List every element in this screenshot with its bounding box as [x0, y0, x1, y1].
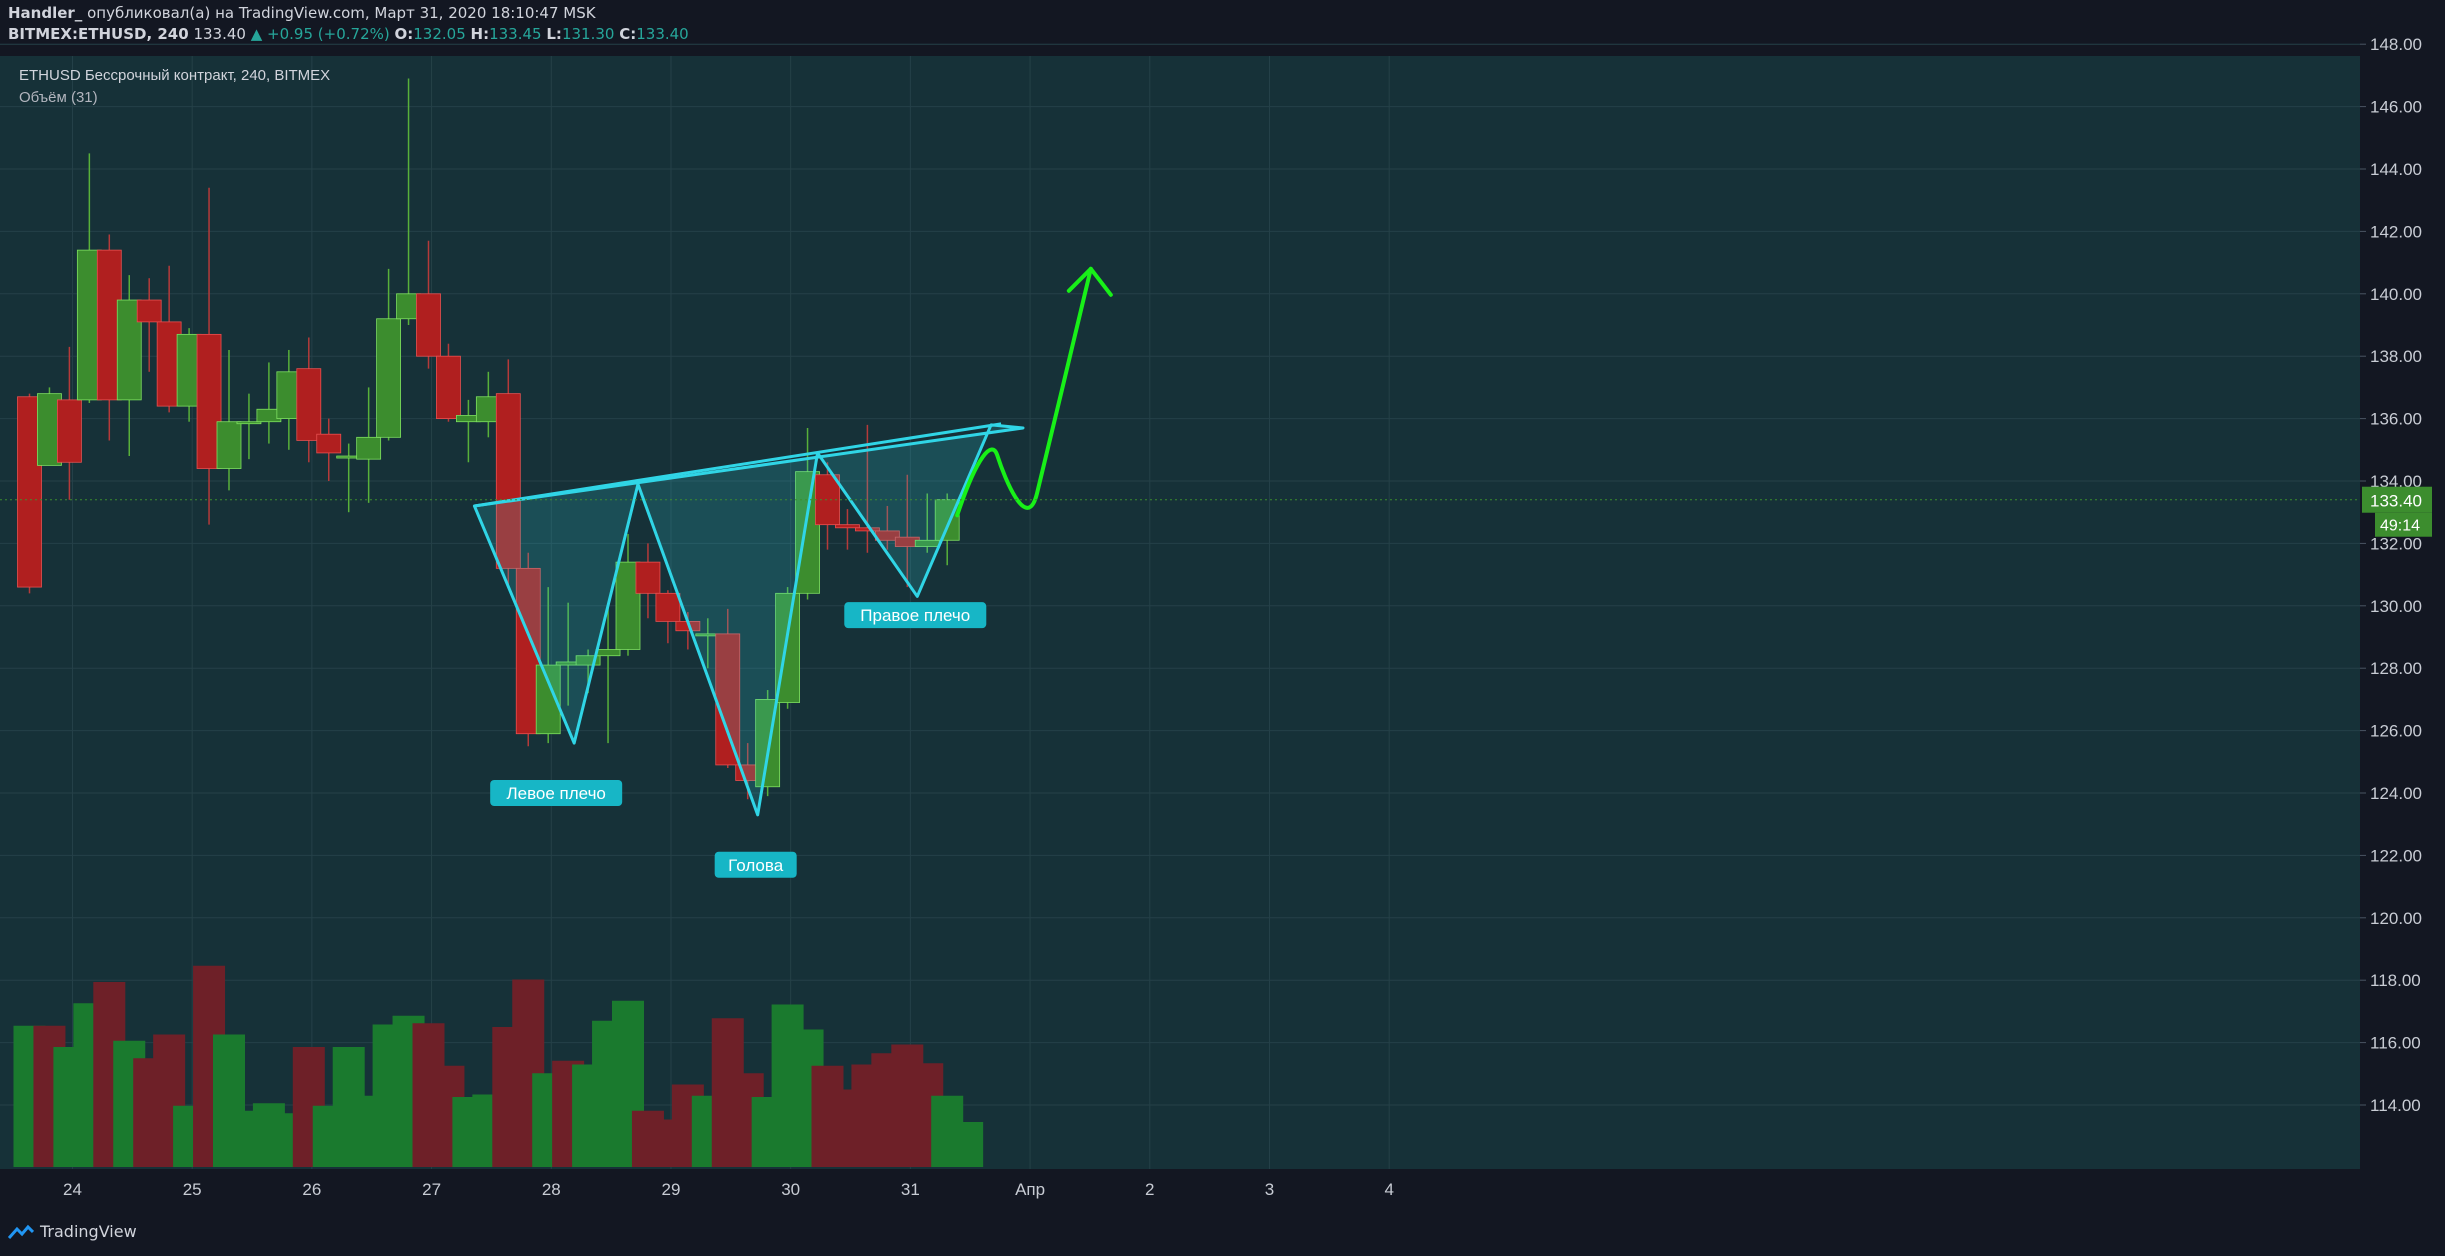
x-tick-label: 29: [662, 1180, 681, 1199]
candle-body: [495, 393, 521, 569]
x-tick-label: Апр: [1015, 1180, 1045, 1199]
volume-legend: Объём (31): [19, 89, 98, 106]
y-tick-label: 116.00: [2370, 1034, 2421, 1053]
open-label: O:: [394, 25, 414, 43]
y-tick-label: 140.00: [2370, 285, 2422, 304]
pattern-label-bg: [714, 851, 797, 878]
y-tick-label: 130.00: [2370, 597, 2422, 616]
x-tick-label: 30: [781, 1180, 800, 1199]
y-tick-label: 136.00: [2370, 410, 2422, 429]
forecast-arrowhead: [1066, 266, 1113, 297]
high-label: H:: [470, 25, 490, 43]
close-value: 133.40: [636, 25, 689, 43]
candle-body: [316, 433, 342, 454]
y-tick-label: 124.00: [2370, 784, 2422, 803]
candle-body: [635, 561, 661, 594]
open-value: 132.05: [413, 25, 466, 43]
head-and-shoulders-pattern: [472, 266, 1113, 817]
candle-body: [136, 299, 162, 323]
candles: [17, 78, 960, 800]
y-tick-label: 144.00: [2370, 160, 2422, 179]
pattern-label: Правое плечо: [860, 606, 970, 625]
y-axis: 114.00 116.00 118.00 120.00 122.00 124.00 126.…: [2360, 35, 2422, 1115]
neckline: [474, 422, 1002, 508]
candle-body: [236, 421, 262, 425]
x-tick-label: 24: [63, 1180, 82, 1199]
x-tick-label: 4: [1384, 1180, 1393, 1199]
footer-bar: [0, 1214, 2445, 1256]
low-value: 131.30: [561, 25, 615, 43]
countdown-bg: [2375, 512, 2432, 537]
publisher-name[interactable]: Handler_: [8, 4, 83, 22]
tradingview-logo-text: TradingView: [40, 1222, 137, 1241]
current-price-tag: 133.40 49:14: [2362, 486, 2432, 537]
x-tick-label: 25: [183, 1180, 202, 1199]
x-tick-label: 31: [901, 1180, 920, 1199]
published-text: опубликовал(а) на TradingView.com, Март …: [87, 4, 596, 22]
candle-body: [436, 355, 461, 420]
x-tick-label: 26: [302, 1180, 321, 1199]
y-tick-label: 126.00: [2370, 722, 2422, 741]
price-change: ▲ +0.95 (+0.72%): [250, 25, 390, 43]
y-tick-label: 120.00: [2370, 909, 2422, 928]
symbol-name: BITMEX:ETHUSD, 240: [8, 25, 189, 43]
volume-bar: [951, 1122, 984, 1167]
close-label: C:: [619, 25, 637, 43]
y-tick-label: 128.00: [2370, 659, 2422, 678]
candle-body: [296, 368, 322, 441]
price-tag-label: 133.40: [2370, 492, 2422, 511]
time-scale[interactable]: [0, 1169, 2360, 1214]
y-tick-label: 134.00: [2370, 472, 2422, 491]
candle-body: [595, 649, 621, 657]
y-tick-label: 138.00: [2370, 347, 2422, 366]
y-tick-label: 146.00: [2370, 98, 2422, 117]
candle-body: [356, 436, 382, 460]
candle-body: [575, 655, 601, 666]
candle-body: [216, 421, 242, 469]
low-label: L:: [546, 25, 562, 43]
candle-body: [855, 527, 880, 532]
tradingview-logo[interactable]: TradingView: [8, 1222, 137, 1241]
chart-pane[interactable]: [0, 56, 2360, 1169]
x-tick-label: 2: [1145, 1180, 1154, 1199]
symbol-line: BITMEX:ETHUSD, 240 133.40 ▲ +0.95 (+0.72…: [8, 25, 689, 43]
candle-body: [376, 318, 402, 438]
y-tick-label: 142.00: [2370, 222, 2422, 241]
pattern-labels: Левое плечо Голова Правое плечо: [490, 602, 987, 878]
candle-body: [655, 592, 681, 622]
tradingview-logo-icon: [8, 1224, 34, 1239]
high-value: 133.45: [489, 25, 542, 43]
last-price: 133.40: [193, 25, 246, 43]
chart-legend-title: ETHUSD Бессрочный контракт, 240, BITMEX: [19, 67, 330, 84]
y-tick-label: 148.00: [2370, 35, 2422, 54]
countdown-label: 49:14: [2380, 518, 2420, 535]
x-tick-label: 27: [422, 1180, 441, 1199]
y-tick-label: 132.00: [2370, 534, 2422, 553]
pattern-label: Голова: [728, 856, 784, 875]
y-tick-label: 114.00: [2370, 1096, 2421, 1115]
x-axis: 24 25 26 27 28 29 30 31 Апр 2 3 4: [63, 1180, 1394, 1199]
y-tick-label: 118.00: [2370, 971, 2421, 990]
volume-bars: [13, 965, 984, 1167]
y-tick-label: 122.00: [2370, 846, 2422, 865]
price-tag-bg: [2362, 486, 2432, 513]
pattern-label: Левое плечо: [506, 784, 605, 803]
pattern-label-bg: [490, 780, 623, 806]
candle-body: [835, 524, 860, 529]
publish-header: Handler_ опубликовал(а) на TradingView.c…: [0, 0, 2445, 56]
forecast-arrow: [955, 266, 1093, 518]
candle-body: [416, 293, 441, 357]
candle-body: [57, 399, 82, 463]
x-tick-label: 3: [1265, 1180, 1274, 1199]
publisher-line: Handler_ опубликовал(а) на TradingView.c…: [8, 4, 596, 22]
x-tick-label: 28: [542, 1180, 561, 1199]
candle-body: [715, 633, 741, 766]
price-scale[interactable]: [2360, 56, 2445, 1214]
pattern-label-bg: [844, 602, 987, 629]
